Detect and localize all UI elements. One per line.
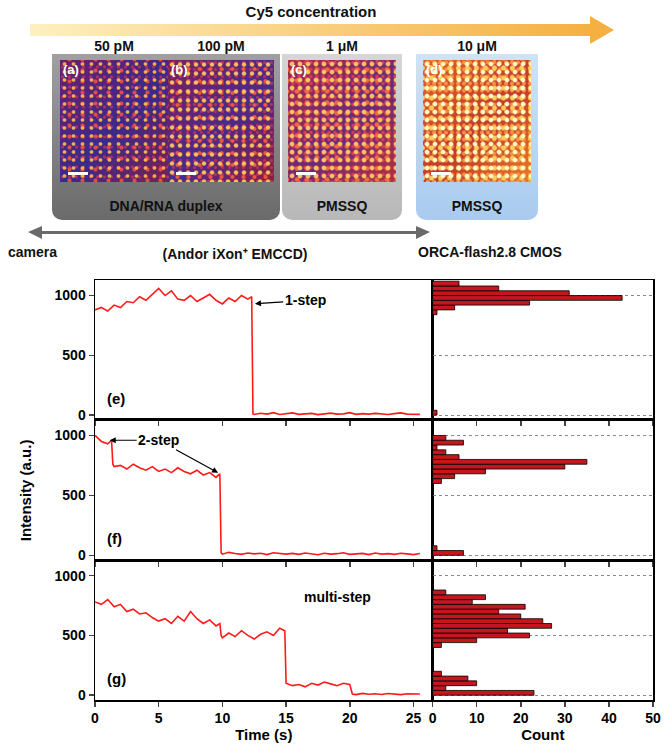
- svg-text:1000: 1000: [55, 287, 86, 303]
- svg-text:2-step: 2-step: [138, 432, 179, 448]
- html-text:PMSSQ: PMSSQ: [451, 198, 503, 214]
- svg-text:0: 0: [78, 407, 86, 423]
- html-text:ORCA-flash2.8 CMOS: ORCA-flash2.8 CMOS: [418, 244, 562, 260]
- svg-text:20: 20: [342, 710, 358, 726]
- html-text:1 μM: 1 μM: [326, 38, 358, 54]
- svg-text:(g): (g): [107, 670, 126, 687]
- svg-text:10: 10: [469, 710, 485, 726]
- svg-text:1000: 1000: [55, 427, 86, 443]
- svg-text:0: 0: [78, 547, 86, 563]
- svg-text:1-step: 1-step: [285, 292, 326, 308]
- html-text:(Andor iXon⁺ EMCCD): (Andor iXon⁺ EMCCD): [162, 246, 308, 262]
- svg-text:50: 50: [645, 710, 661, 726]
- svg-text:15: 15: [278, 710, 294, 726]
- svg-text:500: 500: [62, 487, 86, 503]
- html-text:10 μM: 10 μM: [457, 38, 497, 54]
- svg-text:30: 30: [557, 710, 573, 726]
- html-text:camera: camera: [8, 244, 57, 260]
- html-text:(a): (a): [63, 62, 79, 77]
- svg-text:multi-step: multi-step: [304, 589, 371, 605]
- html-text:50 pM: 50 pM: [94, 38, 134, 54]
- html-text:100 pM: 100 pM: [197, 38, 245, 54]
- svg-text:500: 500: [62, 627, 86, 643]
- html-text:DNA/RNA duplex: DNA/RNA duplex: [109, 198, 223, 214]
- svg-text:0: 0: [78, 687, 86, 703]
- svg-text:0: 0: [91, 710, 99, 726]
- svg-text:0: 0: [429, 710, 437, 726]
- svg-text:Time (s): Time (s): [235, 726, 292, 743]
- svg-text:5: 5: [155, 710, 163, 726]
- svg-text:40: 40: [601, 710, 617, 726]
- html-text:Cy5 concentration: Cy5 concentration: [245, 3, 377, 20]
- svg-text:500: 500: [62, 347, 86, 363]
- svg-text:(f): (f): [107, 530, 122, 547]
- svg-text:1000: 1000: [55, 568, 86, 584]
- svg-text:25: 25: [406, 710, 422, 726]
- svg-text:Intensity (a.u.): Intensity (a.u.): [17, 440, 34, 542]
- svg-text:2-step: 2-step: [138, 432, 179, 448]
- html-text:(d): (d): [426, 62, 443, 77]
- svg-text:10: 10: [215, 710, 231, 726]
- svg-text:Count: Count: [521, 726, 564, 743]
- html-text:(c): (c): [291, 62, 307, 77]
- html-text:PMSSQ: PMSSQ: [316, 198, 368, 214]
- html-text:(b): (b): [171, 62, 188, 77]
- svg-text:20: 20: [513, 710, 529, 726]
- svg-text:(e): (e): [107, 390, 125, 407]
